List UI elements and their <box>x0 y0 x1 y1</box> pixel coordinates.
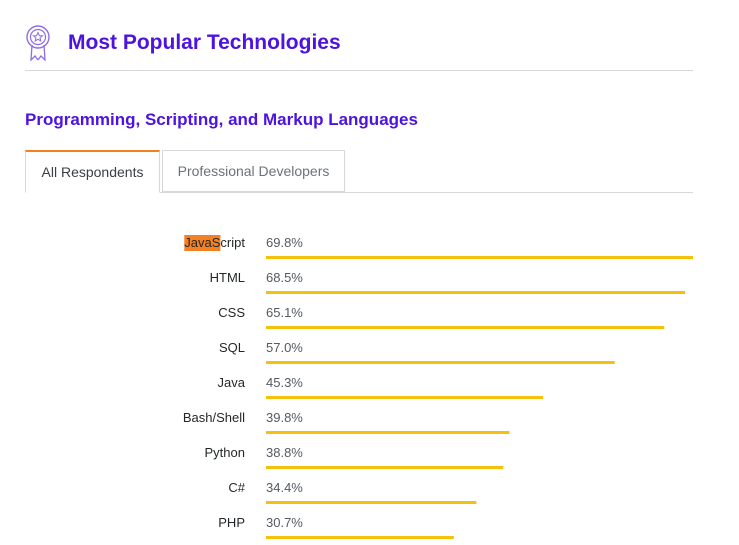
bar-css <box>266 326 665 329</box>
bar-java <box>266 396 544 399</box>
value-label-css: 65.1% <box>266 305 303 320</box>
value-label-sql: 57.0% <box>266 340 303 355</box>
category-label-sql: SQL <box>219 340 245 355</box>
bar-sql <box>266 361 615 364</box>
bar-javascript <box>266 256 693 259</box>
value-label-html: 68.5% <box>266 270 303 285</box>
section-title: Programming, Scripting, and Markup Langu… <box>25 110 418 129</box>
category-label-bash-shell: Bash/Shell <box>183 410 245 425</box>
category-label-css: CSS <box>218 305 245 320</box>
page-header: Most Popular Technologies <box>25 22 693 71</box>
value-label-java: 45.3% <box>266 375 303 390</box>
bar-bash-shell <box>266 431 510 434</box>
value-label-bash-shell: 39.8% <box>266 410 303 425</box>
languages-bar-chart: JavaScript 69.8% HTML 68.5% CSS 65.1% SQL 57.0%… <box>183 235 693 539</box>
respondent-tabs: All Respondents Professional Developers <box>25 150 693 193</box>
tab-all-respondents[interactable]: All Respondents <box>25 150 160 193</box>
value-label-python: 38.8% <box>266 445 303 460</box>
value-label-php: 30.7% <box>266 515 303 530</box>
award-ribbon-icon <box>26 25 50 61</box>
value-label-javascript: 69.8% <box>266 235 303 250</box>
category-label-php: PHP <box>218 515 245 530</box>
value-label-csharp: 34.4% <box>266 480 303 495</box>
category-label-csharp: C# <box>228 480 245 495</box>
page-title: Most Popular Technologies <box>68 31 341 54</box>
bar-python <box>266 466 504 469</box>
bar-html <box>266 291 686 294</box>
category-label-java: Java <box>218 375 246 390</box>
tab-professional-developers[interactable]: Professional Developers <box>162 150 345 192</box>
category-label-html: HTML <box>210 270 245 285</box>
category-label-python: Python <box>205 445 245 460</box>
label-highlight-javascript <box>184 235 221 251</box>
category-label-javascript: JavaScript <box>184 235 245 250</box>
bar-php <box>266 536 454 539</box>
bar-csharp <box>266 501 477 504</box>
